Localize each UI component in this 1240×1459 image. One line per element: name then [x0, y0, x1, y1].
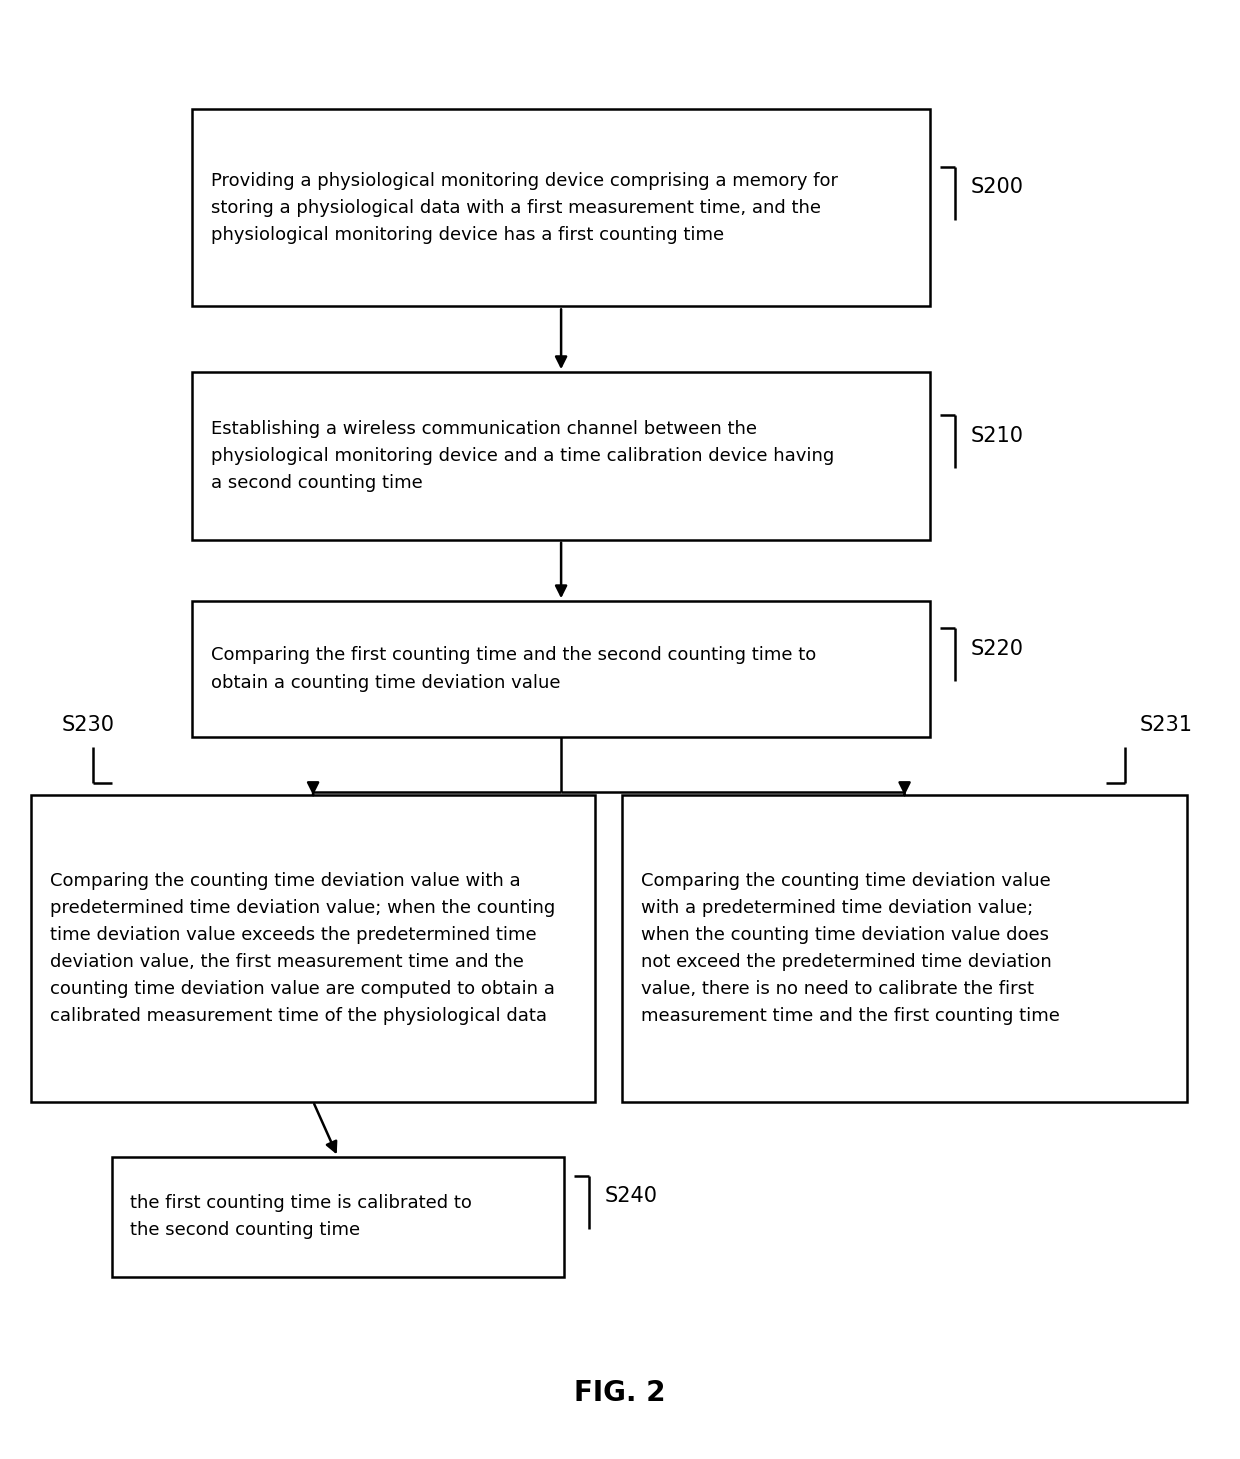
- Text: Establishing a wireless communication channel between the
physiological monitori: Establishing a wireless communication ch…: [211, 420, 835, 492]
- Text: FIG. 2: FIG. 2: [574, 1379, 666, 1408]
- Text: S231: S231: [1140, 715, 1193, 735]
- FancyBboxPatch shape: [192, 109, 930, 306]
- Text: the first counting time is calibrated to
the second counting time: the first counting time is calibrated to…: [130, 1195, 472, 1239]
- Text: Providing a physiological monitoring device comprising a memory for
storing a ph: Providing a physiological monitoring dev…: [211, 172, 838, 244]
- Text: S200: S200: [971, 178, 1024, 197]
- Text: S230: S230: [62, 715, 115, 735]
- FancyBboxPatch shape: [192, 372, 930, 540]
- FancyBboxPatch shape: [31, 795, 595, 1102]
- FancyBboxPatch shape: [112, 1157, 564, 1277]
- Text: S210: S210: [971, 426, 1024, 445]
- Text: Comparing the counting time deviation value
with a predetermined time deviation : Comparing the counting time deviation va…: [641, 871, 1060, 1026]
- FancyBboxPatch shape: [622, 795, 1187, 1102]
- Text: Comparing the counting time deviation value with a
predetermined time deviation : Comparing the counting time deviation va…: [50, 871, 554, 1026]
- FancyBboxPatch shape: [192, 601, 930, 737]
- Text: S240: S240: [605, 1186, 658, 1207]
- Text: S220: S220: [971, 639, 1024, 658]
- Text: Comparing the first counting time and the second counting time to
obtain a count: Comparing the first counting time and th…: [211, 646, 816, 692]
